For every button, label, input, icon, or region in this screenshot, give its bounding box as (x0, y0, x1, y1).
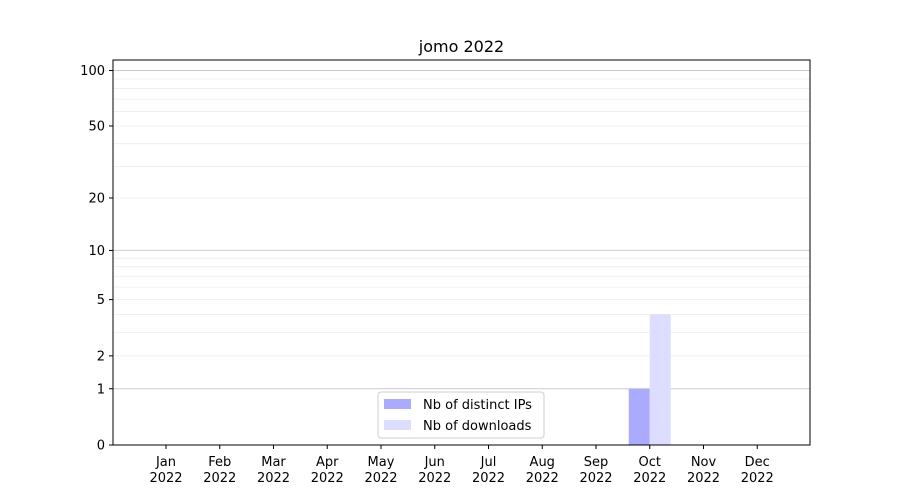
x-tick-label-month: Mar (261, 455, 286, 470)
x-tick-label-year: 2022 (203, 471, 236, 486)
y-tick-label: 5 (97, 293, 105, 308)
x-tick-label-year: 2022 (741, 471, 774, 486)
plot-frame (112, 59, 811, 446)
x-tick-label-year: 2022 (311, 471, 344, 486)
y-tick-label: 10 (88, 244, 105, 259)
x-tick-label-month: Apr (316, 455, 339, 470)
x-tick-label-month: May (368, 455, 395, 470)
x-tick-label-year: 2022 (364, 471, 397, 486)
x-tick-label-year: 2022 (149, 471, 182, 486)
x-tick-label-month: Jul (480, 455, 497, 470)
x-tick-label-month: Jan (155, 455, 176, 470)
x-tick-label-year: 2022 (526, 471, 559, 486)
y-tick-label: 1 (97, 382, 105, 397)
legend-label: Nb of distinct IPs (423, 398, 532, 413)
x-tick-label-month: Nov (691, 455, 717, 470)
x-tick-label-year: 2022 (687, 471, 720, 486)
y-tick-label: 100 (80, 64, 105, 79)
x-tick-label-year: 2022 (579, 471, 612, 486)
bar-nb-of-downloads (649, 314, 671, 445)
x-tick-label-year: 2022 (472, 471, 505, 486)
y-tick-label: 50 (88, 119, 105, 134)
x-tick-label-month: Feb (208, 455, 231, 470)
x-tick-label-month: Jun (424, 455, 445, 470)
x-tick-label-month: Dec (745, 455, 770, 470)
x-tick-label-month: Oct (639, 455, 661, 470)
bar-nb-of-distinct-ips (628, 388, 650, 445)
x-tick-label-year: 2022 (257, 471, 290, 486)
legend-box (377, 391, 545, 439)
legend-swatch (384, 399, 411, 409)
chart-title: jomo 2022 (418, 37, 504, 56)
y-tick-label: 20 (88, 191, 105, 206)
y-tick-label: 0 (97, 439, 105, 454)
x-tick-label-month: Aug (530, 455, 555, 470)
x-tick-label-year: 2022 (633, 471, 666, 486)
legend-label: Nb of downloads (423, 419, 532, 434)
x-tick-label-year: 2022 (418, 471, 451, 486)
y-tick-label: 2 (97, 349, 105, 364)
x-tick-label-month: Sep (584, 455, 609, 470)
legend-swatch (384, 420, 411, 430)
